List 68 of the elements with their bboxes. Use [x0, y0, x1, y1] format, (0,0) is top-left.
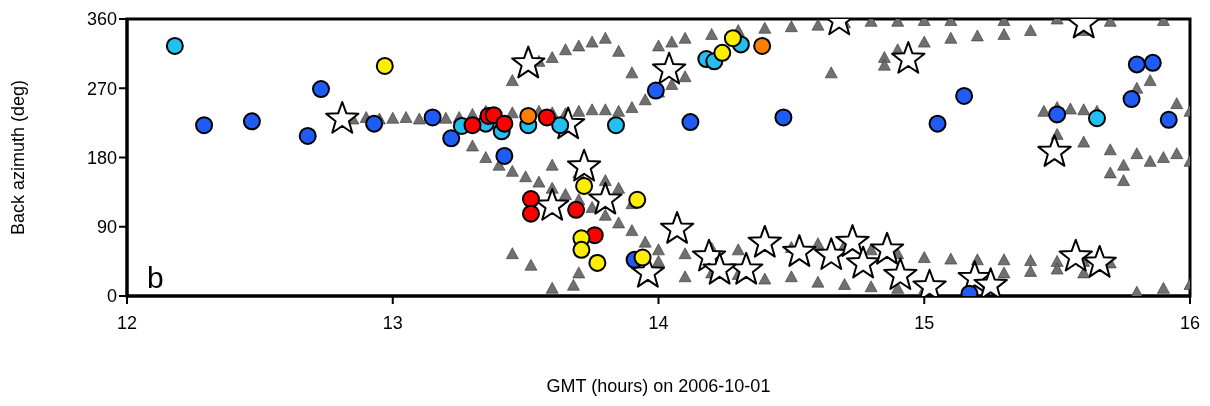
- point: [195, 116, 214, 135]
- point: [628, 190, 647, 209]
- point: [551, 116, 570, 135]
- point: [883, 257, 918, 290]
- point: [633, 248, 652, 267]
- point: [782, 234, 817, 267]
- point: [521, 204, 540, 223]
- y-tick-label: 0: [106, 286, 117, 307]
- point: [588, 181, 623, 215]
- point: [537, 108, 556, 127]
- point: [659, 211, 695, 244]
- point: [442, 129, 461, 148]
- y-tick-label: 90: [96, 217, 117, 238]
- y-axis-title: Back azimuth (deg): [8, 79, 29, 236]
- x-axis-title: GMT (hours) on 2006-10-01: [546, 376, 771, 396]
- point: [463, 116, 482, 135]
- point: [1058, 238, 1093, 272]
- point: [1087, 109, 1106, 128]
- annotation: b: [147, 261, 164, 294]
- x-tick-label: 15: [914, 312, 935, 333]
- point: [835, 224, 870, 257]
- point: [955, 86, 974, 105]
- point: [325, 101, 360, 134]
- point: [891, 41, 926, 74]
- point: [298, 126, 317, 145]
- x-tick-label: 13: [382, 312, 403, 333]
- y-tick-label: 270: [86, 78, 117, 99]
- x-tick-label: 14: [648, 312, 669, 333]
- point: [1037, 134, 1072, 167]
- x-tick-label: 12: [116, 312, 138, 333]
- point: [753, 36, 772, 55]
- point: [511, 45, 546, 79]
- point: [1082, 244, 1117, 278]
- point: [713, 43, 732, 62]
- point: [588, 253, 607, 272]
- x-tick-label: 16: [1179, 312, 1201, 333]
- point: [702, 251, 737, 285]
- point: [646, 81, 665, 100]
- point: [572, 240, 591, 259]
- point: [869, 231, 905, 265]
- point: [845, 245, 881, 279]
- point: [312, 80, 330, 99]
- point: [681, 113, 700, 132]
- point: [1143, 53, 1162, 72]
- point: [375, 56, 394, 75]
- point: [165, 36, 184, 55]
- point: [928, 114, 947, 133]
- point: [495, 114, 514, 133]
- point: [747, 224, 782, 258]
- point: [423, 108, 442, 127]
- y-tick-label: 180: [86, 147, 117, 168]
- point: [365, 114, 384, 133]
- point: [495, 146, 514, 165]
- point: [774, 108, 793, 127]
- point: [566, 148, 602, 182]
- point: [242, 112, 261, 131]
- point: [1127, 55, 1146, 74]
- y-tick-label: 360: [86, 9, 117, 30]
- point: [1122, 90, 1141, 109]
- point: [651, 51, 687, 85]
- point: [1048, 105, 1067, 124]
- point: [519, 106, 538, 125]
- point: [567, 200, 586, 219]
- point: [521, 190, 540, 209]
- point: [1159, 110, 1178, 129]
- point: [575, 176, 594, 195]
- point: [723, 29, 742, 48]
- point: [606, 116, 625, 135]
